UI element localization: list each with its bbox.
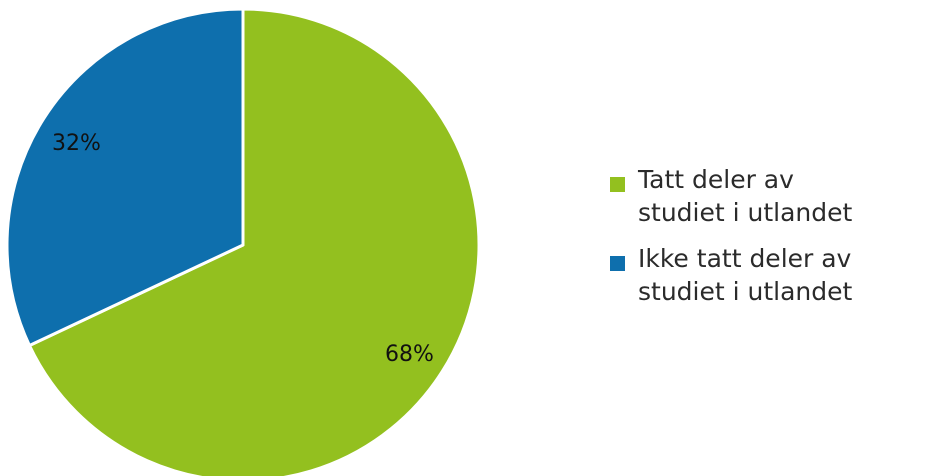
legend-label-not-abroad-line2: studiet i utlandet: [638, 277, 853, 306]
pie-slice-1: [27, 7, 481, 476]
legend-label-abroad-line2: studiet i utlandet: [638, 198, 853, 227]
pie-slice-label-2: 32%: [52, 131, 101, 156]
chart-legend: Tatt deler av studiet i utlandet Ikke ta…: [610, 163, 928, 321]
legend-label-abroad-line1: Tatt deler av: [638, 165, 794, 194]
legend-swatch-abroad: [610, 177, 625, 192]
legend-swatch-not-abroad: [610, 256, 625, 271]
legend-item-not-abroad: Ikke tatt deler av studiet i utlandet: [610, 242, 928, 308]
pie-slice-2: [5, 7, 245, 347]
pie-slice-label-1: 68%: [385, 342, 434, 367]
pie-slice-labels: 68% 32%: [52, 131, 434, 367]
legend-item-abroad: Tatt deler av studiet i utlandet: [610, 163, 928, 229]
pie-slices: [5, 7, 481, 476]
legend-label-not-abroad-line1: Ikke tatt deler av: [638, 244, 852, 273]
